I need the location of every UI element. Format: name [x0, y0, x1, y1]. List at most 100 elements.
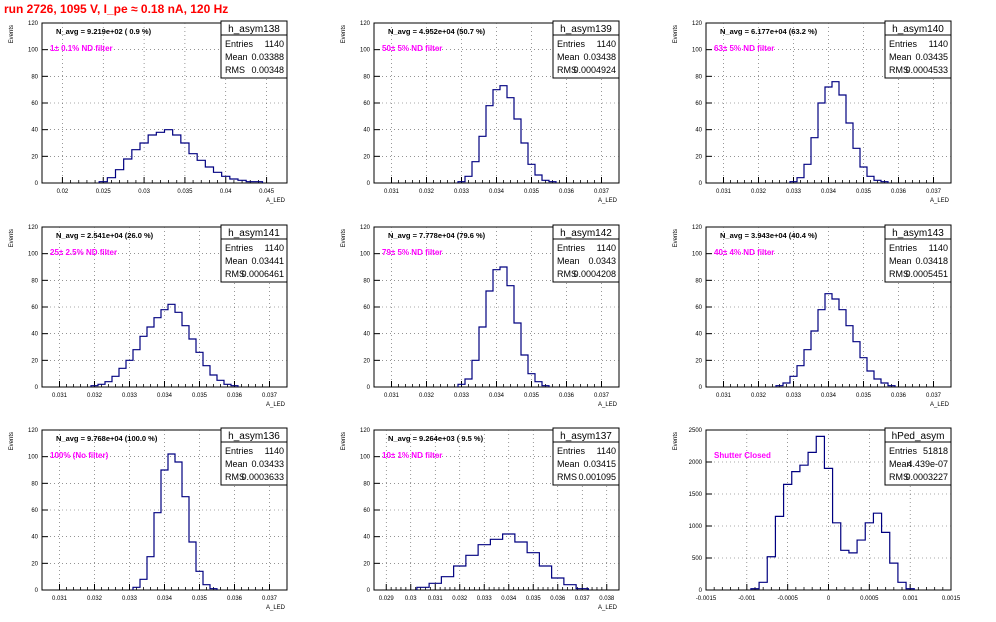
y-tick-label: 40 [31, 332, 38, 338]
x-tick-label: 0.038 [599, 596, 615, 602]
y-tick-label: 120 [692, 21, 703, 27]
x-axis-label: A_LED [266, 605, 286, 611]
y-tick-label: 40 [363, 535, 370, 541]
y-tick-label: 100 [360, 48, 371, 54]
stats-value: 0.0005451 [905, 269, 948, 279]
y-tick-label: 40 [695, 332, 702, 338]
stats-key: Entries [557, 243, 586, 253]
x-axis-label: A_LED [930, 402, 950, 408]
y-tick-label: 100 [28, 455, 39, 461]
stats-value: 1140 [929, 243, 948, 253]
histogram-panel: 0.031 0.032 0.033 0.034 0.035 0.036 0.037 0 20 40… [341, 224, 620, 408]
stats-key: RMS [557, 269, 577, 279]
y-tick-label: 2500 [689, 428, 703, 434]
stats-key: RMS [889, 65, 909, 75]
x-tick-label: 0.034 [821, 393, 837, 399]
x-tick-label: 0.035 [524, 189, 540, 195]
x-tick-label: 0.033 [122, 596, 138, 602]
navg-label: N_avg = 3.943e+04 (40.4 %) [720, 231, 818, 240]
y-axis-label: Events [673, 432, 679, 450]
x-tick-label: 0.031 [52, 393, 68, 399]
x-tick-label: 0.035 [192, 393, 208, 399]
hist-name: h_asym141 [228, 228, 280, 239]
y-tick-label: 0 [699, 588, 703, 594]
x-tick-label: 0.032 [419, 393, 435, 399]
filter-note: 79± 5% ND filter [382, 248, 442, 257]
stats-value: 1140 [929, 39, 948, 49]
x-tick-label: 0.029 [379, 596, 395, 602]
run-title: run 2726, 1095 V, I_pe ≈ 0.18 nA, 120 Hz [4, 2, 229, 16]
y-tick-label: 80 [31, 278, 38, 284]
filter-note: 10± 1% ND filter [382, 451, 442, 460]
x-tick-label: 0.04 [220, 189, 232, 195]
stats-key: Mean [557, 256, 580, 266]
y-tick-label: 2000 [689, 460, 703, 466]
histogram-bars [132, 453, 218, 590]
y-axis-label: Events [341, 229, 347, 247]
histogram-panel: 0.031 0.032 0.033 0.034 0.035 0.036 0.037 0 20 40… [673, 224, 952, 408]
x-tick-label: 0.032 [87, 393, 103, 399]
y-axis-label: Events [673, 229, 679, 247]
histogram-bars [789, 81, 889, 183]
x-tick-label: 0.036 [559, 393, 575, 399]
x-tick-label: 0.031 [384, 189, 400, 195]
stats-box [552, 224, 620, 283]
histogram-panel: 0.029 0.03 0.031 0.032 0.033 0.034 0.035 0.036 0… [341, 427, 620, 611]
stats-box [220, 20, 288, 79]
y-tick-label: 1500 [689, 492, 703, 498]
filter-note: Shutter Closed [714, 451, 771, 460]
stats-key: Mean [225, 52, 248, 62]
x-tick-label: 0.045 [259, 189, 275, 195]
stats-key: RMS [889, 269, 909, 279]
stats-value: 1140 [597, 39, 616, 49]
y-tick-label: 120 [28, 21, 39, 27]
x-tick-label: 0.0015 [942, 596, 961, 602]
x-tick-label: 0.032 [452, 596, 468, 602]
x-axis-label: A_LED [598, 198, 618, 204]
x-tick-label: 0.036 [227, 393, 243, 399]
filter-note: 50± 5% ND filter [382, 44, 442, 53]
stats-key: Entries [557, 446, 586, 456]
stats-value: 0.03435 [915, 52, 948, 62]
x-tick-label: 0.033 [786, 393, 802, 399]
y-axis-label: Events [9, 25, 15, 43]
hist-name: h_asym138 [228, 24, 280, 35]
x-tick-label: 0.031 [428, 596, 444, 602]
x-tick-label: 0.035 [856, 189, 872, 195]
y-tick-label: 0 [367, 181, 371, 187]
y-tick-label: 80 [363, 74, 370, 80]
navg-label: N_avg = 9.219e+02 ( 0.9 %) [56, 27, 152, 36]
stats-key: RMS [225, 269, 245, 279]
x-tick-label: 0.037 [594, 189, 610, 195]
y-tick-label: 120 [28, 428, 39, 434]
y-tick-label: 100 [692, 252, 703, 258]
stats-box [884, 224, 952, 283]
stats-value: 0.0343 [588, 256, 616, 266]
stats-value: 0.03388 [251, 52, 284, 62]
x-tick-label: 0.032 [751, 189, 767, 195]
stats-key: Entries [889, 243, 918, 253]
hist-name: h_asym137 [560, 431, 612, 442]
x-tick-label: 0.037 [926, 189, 942, 195]
y-tick-label: 60 [695, 305, 702, 311]
x-tick-label: 0.033 [786, 189, 802, 195]
stats-value: 0.0004924 [573, 65, 616, 75]
stats-value: 0.0004208 [573, 269, 616, 279]
y-tick-label: 20 [695, 154, 702, 160]
navg-label: N_avg = 6.177e+04 (63.2 %) [720, 27, 818, 36]
stats-value: 0.03433 [251, 459, 284, 469]
y-tick-label: 40 [363, 332, 370, 338]
hist-name: h_asym139 [560, 24, 612, 35]
stats-value: 0.0003633 [241, 472, 284, 482]
stats-box [552, 427, 620, 486]
stats-value: 1140 [597, 243, 616, 253]
y-tick-label: 0 [35, 588, 39, 594]
stats-key: RMS [557, 65, 577, 75]
histogram-bars [457, 85, 557, 183]
x-tick-label: 0.036 [891, 393, 907, 399]
y-tick-label: 40 [31, 535, 38, 541]
filter-note: 40± 4% ND filter [714, 248, 774, 257]
x-tick-label: 0.037 [575, 596, 591, 602]
x-axis-label: A_LED [266, 198, 286, 204]
x-tick-label: 0.035 [856, 393, 872, 399]
